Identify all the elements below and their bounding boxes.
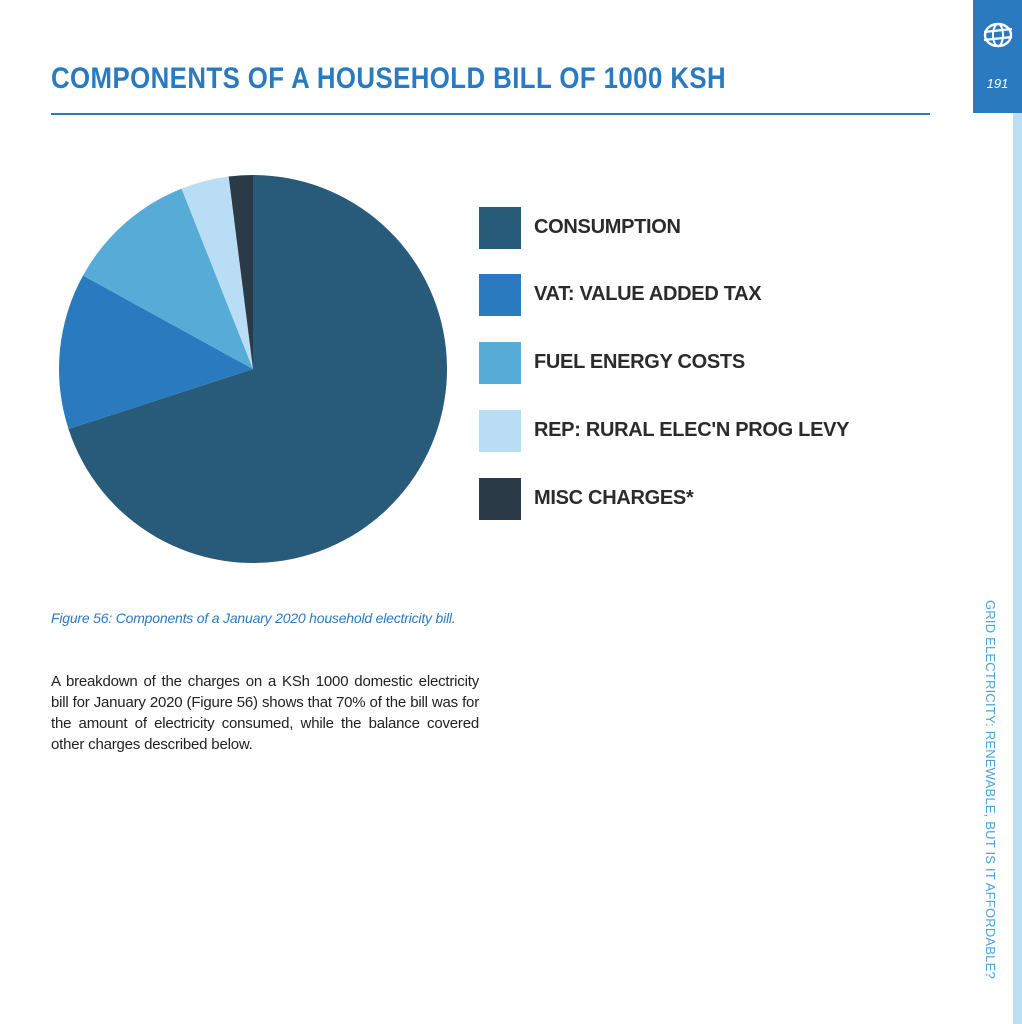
body-paragraph: A breakdown of the charges on a KSh 1000… bbox=[51, 673, 479, 753]
pie-chart bbox=[59, 175, 448, 563]
page-number: 191 bbox=[986, 76, 1009, 91]
legend-swatch bbox=[479, 342, 521, 384]
figure-caption: Figure 56: Components of a January 2020 … bbox=[51, 610, 456, 626]
page-title: COMPONENTS OF A HOUSEHOLD BILL OF 1000 K… bbox=[51, 62, 727, 95]
globe-icon bbox=[983, 22, 1013, 48]
legend-label: MISC CHARGES* bbox=[534, 487, 694, 509]
running-head: GRID ELECTRICITY: RENEWABLE, BUT IS IT A… bbox=[983, 600, 998, 979]
legend-label: REP: RURAL ELEC'N PROG LEVY bbox=[534, 419, 850, 441]
pie-slice-misc-charges bbox=[228, 175, 253, 369]
legend-swatch bbox=[479, 478, 521, 520]
legend-label: CONSUMPTION bbox=[534, 216, 681, 238]
page-tab: 191 bbox=[973, 0, 1022, 113]
legend-item-vat: VAT: VALUE ADDED TAX bbox=[479, 274, 899, 316]
pie-slice-vat-value-added-tax bbox=[59, 275, 254, 429]
side-rail bbox=[1013, 113, 1022, 1024]
legend-item-fuel-energy-costs: FUEL ENERGY COSTS bbox=[479, 342, 899, 384]
pie-slice-fuel-energy-costs bbox=[83, 188, 253, 369]
legend-swatch bbox=[479, 274, 521, 316]
legend-swatch bbox=[479, 207, 521, 249]
title-divider bbox=[51, 113, 930, 115]
legend-label: FUEL ENERGY COSTS bbox=[534, 351, 745, 373]
legend-label: VAT: VALUE ADDED TAX bbox=[534, 283, 762, 305]
pie-slice-rep-rural-elec-n-prog-levy bbox=[181, 176, 253, 369]
legend-swatch bbox=[479, 410, 521, 452]
pie-slice-consumption bbox=[68, 175, 448, 563]
legend-item-consumption: CONSUMPTION bbox=[479, 207, 899, 249]
legend-item-rep-levy: REP: RURAL ELEC'N PROG LEVY bbox=[479, 410, 899, 452]
legend-item-misc-charges: MISC CHARGES* bbox=[479, 478, 899, 520]
